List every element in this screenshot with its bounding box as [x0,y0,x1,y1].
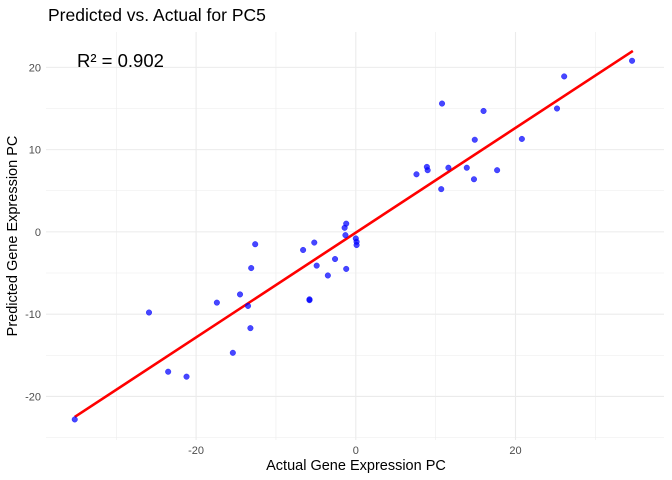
x-axis-title: Actual Gene Expression PC [266,458,446,474]
tick-label-layer: -20 0 20 -20 -10 0 10 20 [25,62,522,457]
data-point [324,272,331,279]
data-point [311,239,318,246]
data-point [413,171,420,178]
x-tick-label: -20 [188,445,204,457]
data-point [342,232,349,239]
data-point [306,296,313,303]
data-point [213,299,220,306]
data-point [229,349,236,356]
data-point [353,242,360,249]
data-point [439,100,446,107]
data-point [247,325,254,332]
data-point [332,256,339,263]
data-point [71,416,78,423]
data-point [165,368,172,375]
data-point [445,164,452,171]
data-point [343,265,350,272]
y-axis-title: Predicted Gene Expression PC [5,136,21,337]
data-point [248,265,255,272]
chart-title: Predicted vs. Actual for PC5 [48,5,266,25]
data-point [480,107,487,114]
data-point [252,241,259,248]
y-tick-label: -10 [25,309,41,321]
y-tick-label: 10 [29,145,41,157]
points-layer [71,57,636,423]
data-point [245,302,252,309]
regression-line [74,49,634,419]
data-point [183,373,190,380]
data-point [629,57,636,64]
fit-line-layer [74,49,634,419]
data-point [554,105,561,112]
data-point [494,167,501,174]
data-point [343,220,350,227]
data-point [237,291,244,298]
data-point [463,164,470,171]
data-point [518,135,525,142]
data-point [561,73,568,80]
data-point [471,136,478,143]
y-tick-label: -20 [25,391,41,403]
x-tick-label: 0 [353,445,359,457]
grid-layer [46,32,664,440]
x-tick-label: 20 [509,445,521,457]
data-point [438,186,445,193]
r-squared-annotation: R² = 0.902 [77,50,164,71]
data-point [313,262,320,269]
data-point [145,309,152,316]
y-tick-label: 20 [29,62,41,74]
data-point [470,176,477,183]
y-tick-label: 0 [35,227,41,239]
data-point [300,246,307,253]
data-point [424,167,431,174]
